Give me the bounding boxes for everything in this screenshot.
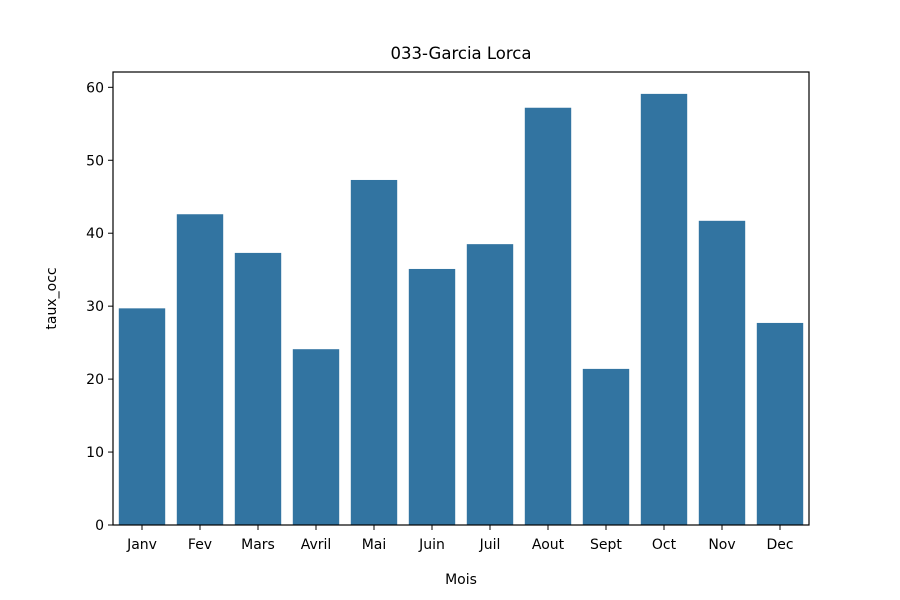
y-axis: 0 10 20 30 40 50 60 [86,80,113,534]
x-tick-label: Dec [766,537,793,553]
bar-juil [466,244,514,525]
y-axis-label: taux_occ [44,267,60,329]
y-tick-label: 10 [86,445,104,461]
bar-mars [234,252,282,526]
x-tick-label: Mars [241,537,275,553]
bar-oct [640,93,688,525]
x-tick-label: Oct [652,537,677,553]
bar-juin [408,268,456,525]
y-tick-label: 20 [86,372,104,388]
bar-sept [582,368,630,525]
bar-dec [756,322,804,525]
bar-nov [698,220,746,526]
x-axis: Janv Fev Mars Avril Mai Juin Juil Aout Sept Oct No… [126,525,794,553]
y-tick-label: 60 [86,80,104,96]
x-tick-label: Sept [590,537,622,553]
x-tick-label: Juin [418,537,445,553]
y-tick-label: 40 [86,226,104,242]
y-tick-label: 50 [86,153,104,169]
x-tick-label: Mai [362,537,387,553]
chart-title: 033-Garcia Lorca [391,44,532,63]
x-tick-label: Fev [188,537,212,553]
bar-aout [524,107,572,525]
y-tick-label: 30 [86,299,104,315]
bar-janv [118,308,166,525]
x-axis-label: Mois [445,572,477,588]
bar-mai [350,179,398,525]
x-tick-label: Juil [479,537,501,553]
x-tick-label: Janv [126,537,157,553]
x-tick-label: Avril [301,537,332,553]
y-tick-label: 0 [95,518,104,534]
x-tick-label: Nov [708,537,735,553]
x-tick-label: Aout [532,537,565,553]
bars-group [118,93,804,526]
bar-fev [176,214,224,525]
bar-avril [292,349,340,525]
plot-frame [112,71,810,526]
